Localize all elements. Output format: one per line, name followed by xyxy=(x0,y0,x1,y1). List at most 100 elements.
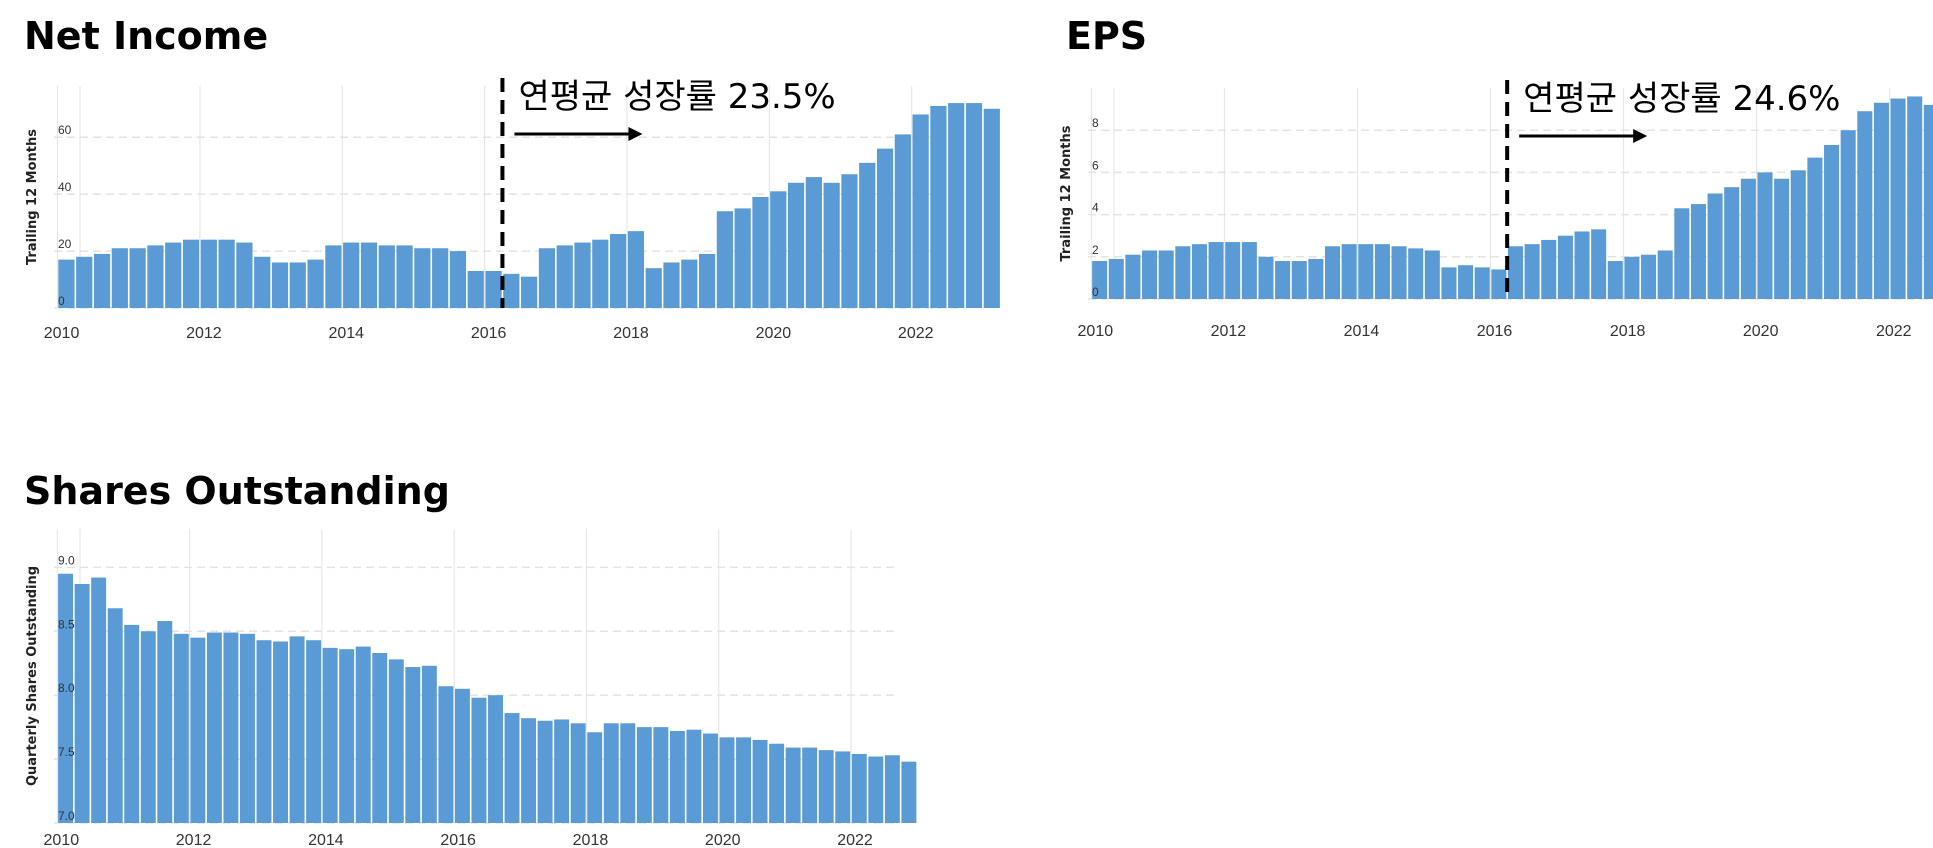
bar xyxy=(190,637,206,823)
bar xyxy=(1557,235,1573,299)
bar xyxy=(111,248,128,308)
net-income-title: Net Income xyxy=(24,14,269,58)
bar xyxy=(1491,269,1507,299)
bar xyxy=(785,747,801,823)
bar xyxy=(372,652,388,823)
bar xyxy=(716,211,733,308)
bar xyxy=(859,162,876,308)
bar xyxy=(770,191,787,308)
bar xyxy=(289,262,306,308)
bar xyxy=(182,239,200,308)
shares-outstanding-title: Shares Outstanding xyxy=(24,469,450,513)
bar xyxy=(1790,170,1806,299)
bar xyxy=(1374,244,1390,299)
x-tick-label: 2014 xyxy=(308,832,344,848)
bar xyxy=(1507,246,1524,299)
x-tick-label: 2018 xyxy=(1610,323,1646,340)
x-tick-label: 2020 xyxy=(1743,323,1779,340)
bar xyxy=(734,208,751,308)
bar xyxy=(271,262,289,308)
y-tick-label: 0 xyxy=(58,294,65,308)
bar xyxy=(449,251,467,308)
bar xyxy=(868,756,884,823)
bar xyxy=(140,631,156,823)
bar xyxy=(76,256,93,308)
bar xyxy=(1241,242,1257,299)
bar xyxy=(851,753,867,823)
bar xyxy=(1158,250,1174,299)
bar xyxy=(1774,178,1790,299)
bar xyxy=(485,271,502,308)
bar xyxy=(1208,242,1224,299)
bar xyxy=(538,248,556,308)
eps-title: EPS xyxy=(1066,14,1148,58)
y-axis-label: Trailing 12 Months xyxy=(1059,125,1074,261)
bar xyxy=(653,727,669,823)
bar xyxy=(1391,246,1407,299)
bar xyxy=(1591,229,1607,299)
y-tick-label: 60 xyxy=(58,123,72,137)
bar xyxy=(554,719,570,823)
bar xyxy=(414,248,431,308)
bar xyxy=(823,182,840,308)
bar xyxy=(1607,261,1623,299)
x-tick-label: 2014 xyxy=(1344,323,1380,340)
x-tick-label: 2012 xyxy=(1211,323,1247,340)
bar xyxy=(1358,244,1374,299)
y-tick-label: 9.0 xyxy=(58,553,75,567)
bar xyxy=(901,761,917,823)
bar xyxy=(236,242,253,308)
bar xyxy=(1907,96,1923,299)
x-tick-label: 2022 xyxy=(898,325,934,342)
bar xyxy=(322,647,338,823)
bar xyxy=(556,245,573,308)
bar xyxy=(503,273,520,308)
bar xyxy=(256,640,272,823)
bar xyxy=(686,729,702,823)
bar xyxy=(663,262,680,308)
bar xyxy=(273,641,289,823)
bar xyxy=(636,727,652,823)
bar xyxy=(841,174,858,308)
bar xyxy=(592,239,609,308)
bar xyxy=(74,583,90,823)
bar xyxy=(769,743,785,823)
bar xyxy=(1824,144,1840,299)
bar xyxy=(1690,204,1706,299)
bar xyxy=(1923,104,1933,299)
y-tick-label: 8.5 xyxy=(58,617,75,631)
bar xyxy=(1574,231,1590,299)
bar xyxy=(521,276,538,308)
bar xyxy=(1840,130,1856,299)
x-tick-label: 2014 xyxy=(328,325,364,342)
y-tick-label: 8 xyxy=(1092,116,1099,130)
shares-outstanding-chart: 7.0 7.5 8.0 8.5 9.0 2010 2012 2014 2016 2018 2020 2… xyxy=(25,529,917,848)
annotation-text: 연평균 성장률 23.5% xyxy=(518,77,835,117)
bar xyxy=(206,632,222,823)
annotation-text: 연평균 성장률 24.6% xyxy=(1523,79,1840,119)
bar xyxy=(537,720,553,823)
x-tick-label: 2010 xyxy=(44,325,80,342)
x-tick-label: 2010 xyxy=(1078,323,1114,340)
bar xyxy=(1707,193,1723,299)
bar xyxy=(93,253,111,308)
bar xyxy=(467,271,484,308)
bar xyxy=(1225,242,1241,299)
bar xyxy=(306,640,322,823)
bar xyxy=(965,103,983,308)
bar xyxy=(91,577,107,823)
net-income-panel: Net Income 0 20 40 60 2010 2012 2014 2016 2018 20… xyxy=(0,0,1000,360)
bar xyxy=(1807,157,1823,299)
x-tick-label: 2018 xyxy=(613,325,649,342)
bar xyxy=(698,253,716,308)
bar xyxy=(736,737,751,823)
bar xyxy=(1125,254,1141,299)
bar xyxy=(1458,265,1474,299)
bar xyxy=(1890,98,1906,299)
bar xyxy=(818,750,834,823)
bar xyxy=(107,608,123,823)
bar xyxy=(930,105,947,308)
y-axis-label: Trailing 12 Months xyxy=(25,129,40,265)
bar xyxy=(289,636,305,823)
bar xyxy=(454,688,470,823)
